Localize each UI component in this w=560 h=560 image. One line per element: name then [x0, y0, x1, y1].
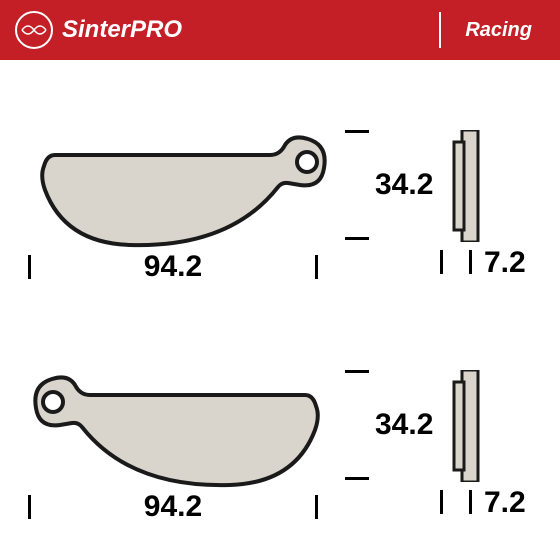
dim-width-label-1: 94.2 — [144, 250, 202, 284]
brand-block: SinterPRO — [14, 10, 182, 50]
brand-logo-icon — [14, 10, 54, 50]
brake-pad-side-2 — [450, 370, 490, 487]
dim-height-2: 34.2 — [345, 370, 369, 480]
header-bar: SinterPRO Racing — [0, 0, 560, 60]
dim-width-2: 94.2 — [28, 490, 318, 524]
dim-height-label-1: 34.2 — [375, 168, 433, 202]
brand-title: SinterPRO — [62, 16, 182, 44]
brake-pad-front-2 — [30, 370, 330, 510]
dim-thickness-label-1: 7.2 — [484, 246, 526, 280]
dim-thickness-label-2: 7.2 — [484, 486, 526, 520]
divider — [439, 12, 441, 48]
diagram-area: 34.2 94.2 7.2 — [0, 60, 560, 560]
dim-thickness-2: 7.2 — [440, 490, 472, 514]
dim-height-1: 34.2 — [345, 130, 369, 240]
dim-width-label-2: 94.2 — [144, 490, 202, 524]
category-block: Racing — [439, 12, 532, 48]
brake-pad-side-1 — [450, 130, 490, 247]
brake-pad-front-1 — [30, 130, 330, 270]
dim-thickness-1: 7.2 — [440, 250, 472, 274]
dim-height-label-2: 34.2 — [375, 408, 433, 442]
dim-width-1: 94.2 — [28, 250, 318, 284]
category-label: Racing — [465, 19, 532, 42]
